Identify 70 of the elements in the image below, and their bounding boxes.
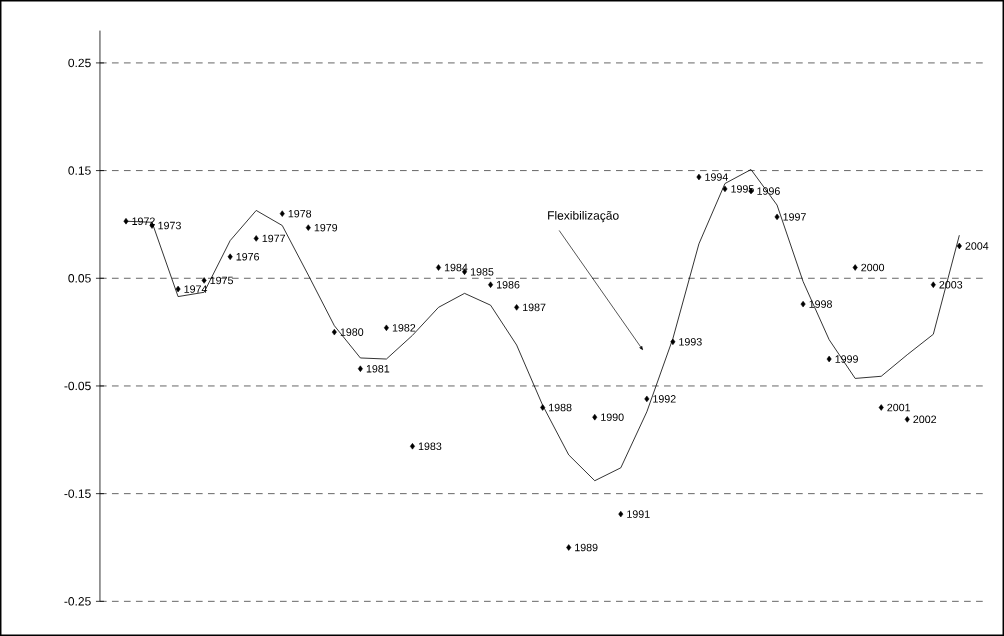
annotation: 1972 <box>132 217 155 226</box>
point <box>566 544 572 551</box>
y-tick-label: -0.05 <box>64 381 91 391</box>
annotation: 1990 <box>601 413 624 421</box>
annotation: 1999 <box>835 355 858 363</box>
annotation: 1991 <box>627 510 650 518</box>
y-tick-label: -0.25 <box>64 597 91 606</box>
annotation: 1982 <box>392 324 416 332</box>
annotation: 1997 <box>783 213 806 221</box>
point <box>592 414 598 421</box>
annotation: 1985 <box>470 268 494 276</box>
annotation: 1987 <box>523 303 546 312</box>
annotation: 2003 <box>939 281 963 289</box>
point <box>540 404 546 411</box>
annotation: 2001 <box>887 403 911 412</box>
point <box>930 281 936 288</box>
point <box>644 395 650 403</box>
annotation: 1992 <box>653 395 676 403</box>
annotation: 1979 <box>314 223 338 232</box>
annotation: 2004 <box>965 242 989 250</box>
point <box>123 218 129 225</box>
annotation: 1980 <box>340 328 364 336</box>
point <box>904 416 910 423</box>
y-tick-label: 0.15 <box>68 166 91 175</box>
point <box>670 338 676 346</box>
annotation: 1998 <box>809 300 832 308</box>
point <box>409 443 415 450</box>
point <box>514 304 520 311</box>
point <box>175 285 181 293</box>
point <box>488 281 494 288</box>
y-tick-label: 0.05 <box>68 274 91 283</box>
annotation: 1981 <box>366 364 390 373</box>
y-tick-label: 0.25 <box>68 58 91 68</box>
annotation: 1988 <box>549 403 572 412</box>
point <box>279 210 285 217</box>
point <box>201 277 207 284</box>
point <box>618 510 624 518</box>
annotation: 1984 <box>444 263 468 272</box>
annotation: 1993 <box>679 338 702 346</box>
point <box>800 300 806 308</box>
annotation: 1994 <box>705 173 728 181</box>
point <box>774 213 780 221</box>
annotation: 1989 <box>575 543 598 552</box>
annotation: Flexibilização <box>548 210 619 223</box>
annotation: 2002 <box>913 415 937 424</box>
annotation: 1977 <box>262 234 285 243</box>
annotation: 1978 <box>288 209 312 218</box>
point <box>956 242 962 250</box>
annotation: 2000 <box>861 263 885 272</box>
annotation: 1995 <box>731 185 754 193</box>
point <box>331 328 337 336</box>
point <box>436 264 441 271</box>
point <box>383 324 389 332</box>
point <box>878 404 884 411</box>
annotation: 1983 <box>418 442 442 451</box>
annotation: 1996 <box>757 187 780 195</box>
y-tick-label: -0.15 <box>64 489 91 498</box>
annotation: 1973 <box>158 221 181 230</box>
point <box>227 253 233 260</box>
point <box>253 235 259 242</box>
annotation: 1986 <box>497 281 520 289</box>
annotation: 1976 <box>236 253 260 261</box>
point <box>696 173 702 181</box>
annotation: 1974 <box>184 285 208 293</box>
annotation: 1975 <box>210 276 233 285</box>
point <box>722 185 728 193</box>
point <box>305 224 311 231</box>
point <box>852 264 858 271</box>
point <box>357 365 363 372</box>
point <box>826 355 832 363</box>
